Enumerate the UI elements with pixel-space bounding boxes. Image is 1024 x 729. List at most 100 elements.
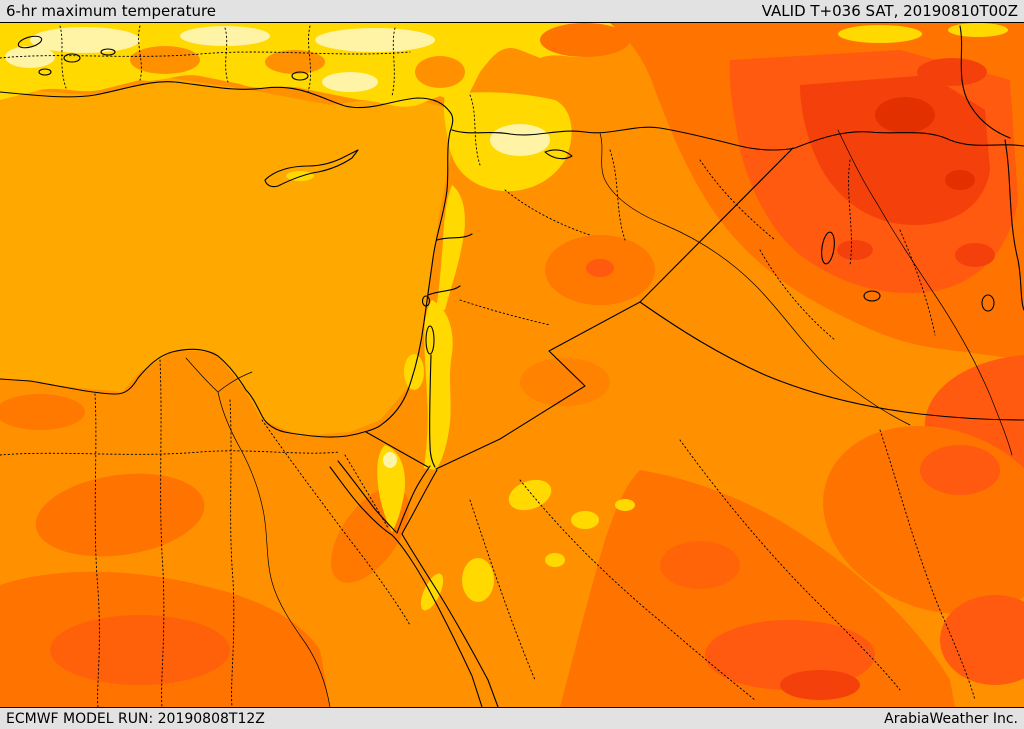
hottest-spot: [945, 170, 975, 190]
corner-yellow-streak: [838, 25, 922, 43]
brand-label: ArabiaWeather Inc.: [884, 710, 1018, 727]
admin-line: [469, 94, 481, 166]
dead-sea: [425, 325, 435, 355]
map-footer: ECMWF MODEL RUN: 20190808T12Z ArabiaWeat…: [0, 707, 1024, 729]
admin-line: [459, 299, 551, 326]
coolest-patch: [180, 26, 270, 46]
coolest-patch: [490, 124, 550, 156]
tigris-river: [837, 129, 1013, 456]
saudi-yellow-patch: [462, 558, 494, 602]
coastal-warm-patch: [0, 394, 85, 430]
anatolia-orange-pocket: [130, 46, 200, 74]
egypt-south-core: [50, 615, 230, 685]
border-iraq-iran: [1004, 139, 1024, 311]
geo-lines: [0, 25, 1024, 707]
corner-yellow-streak: [948, 23, 1008, 37]
map-header: 6-hr maximum temperature VALID T+036 SAT…: [0, 0, 1024, 23]
border-iraq-saudi: [639, 301, 1024, 421]
border-israel-jordan: [429, 354, 436, 468]
lake: [981, 294, 995, 312]
northeast-red-core: [800, 75, 990, 225]
border-israel-syria: [427, 285, 461, 296]
page-title: 6-hr maximum temperature: [6, 2, 217, 20]
valid-time-label: VALID T+036 SAT, 20190810T00Z: [761, 2, 1018, 20]
admin-line: [0, 450, 341, 456]
anatolia-orange-pocket: [265, 50, 325, 74]
admin-line: [609, 149, 626, 241]
sinai-yellow-ridge: [377, 445, 406, 532]
coolest-patch: [5, 46, 55, 68]
coolest-patch: [30, 27, 140, 53]
saudi-yellow-patch: [545, 553, 565, 567]
lake-tharthar: [821, 231, 835, 265]
euphrates-river: [599, 132, 911, 426]
red-patch: [955, 243, 995, 267]
sinai-west-coast: [337, 460, 397, 533]
cyprus-island: [264, 149, 359, 188]
gulf-of-suez-red-sea-west-coast: [329, 466, 483, 707]
levant-mountains-yellow: [436, 185, 465, 310]
anatolia-yellow-band: [0, 23, 660, 107]
admin-line: [699, 159, 776, 241]
admin-line: [94, 393, 100, 707]
admin-line: [159, 359, 165, 707]
southeast-red-orange: [940, 595, 1024, 685]
anatolia-hot-pocket: [540, 23, 630, 57]
gulf-of-aqaba-saudi-coast: [401, 469, 499, 707]
coolest-patch: [315, 28, 435, 52]
aegean-island: [63, 53, 81, 63]
border-turkey-syria: [451, 126, 1024, 151]
admin-line: [0, 51, 411, 59]
admin-line: [679, 439, 901, 691]
admin-line: [307, 25, 311, 93]
admin-line: [344, 454, 389, 529]
border-egypt-israel: [365, 431, 429, 468]
border-syria-iraq: [639, 147, 794, 303]
admin-line: [848, 159, 852, 266]
nile-river: [217, 391, 331, 707]
admin-line: [879, 429, 976, 701]
nile-delta-branch: [217, 371, 253, 393]
anatolian-lake: [291, 71, 309, 81]
corner-red-patch: [917, 58, 987, 86]
admin-line: [261, 419, 411, 626]
jordan-highlands-yellow: [424, 300, 453, 470]
temperature-map: [0, 23, 1024, 707]
sea-region: [0, 78, 452, 436]
border-lebanon-syria: [436, 233, 473, 241]
aegean-island: [100, 48, 116, 56]
hottest-spot: [875, 97, 935, 133]
cyprus-yellow-spot: [286, 171, 314, 181]
jordan-desert-warm: [520, 358, 610, 406]
aegean-island: [38, 68, 52, 76]
lake-razzaza: [863, 290, 881, 302]
red-patch: [837, 240, 873, 260]
admin-line: [469, 499, 536, 681]
sinai-east-coast: [396, 465, 431, 534]
coolest-patch: [322, 72, 378, 92]
red-sea-coast-yellow: [420, 573, 444, 611]
saudi-yellow-patch: [615, 499, 635, 511]
saudi-yellow-patch: [508, 479, 552, 511]
southeast-red-core: [780, 670, 860, 700]
admin-boundaries: [0, 25, 976, 707]
admin-line: [899, 229, 936, 336]
anatolia-orange-pocket: [415, 56, 465, 88]
admin-line: [224, 27, 229, 83]
admin-line: [391, 27, 396, 97]
rivers: [185, 129, 1013, 707]
model-run-label: ECMWF MODEL RUN: 20190808T12Z: [6, 710, 265, 727]
syria-warm-core: [586, 259, 614, 277]
admin-line: [138, 25, 142, 81]
admin-line: [504, 189, 591, 236]
border-jordan-saudi-zigzag: [435, 301, 641, 470]
admin-line: [229, 399, 235, 707]
admin-line: [519, 479, 756, 701]
border-turkey-iran: [959, 25, 1011, 139]
admin-line: [759, 249, 836, 341]
saudi-yellow-patch: [571, 511, 599, 529]
lake-assad: [544, 149, 573, 160]
inland-warm-patch: [660, 541, 740, 589]
sinai-pale-spot: [383, 452, 397, 468]
